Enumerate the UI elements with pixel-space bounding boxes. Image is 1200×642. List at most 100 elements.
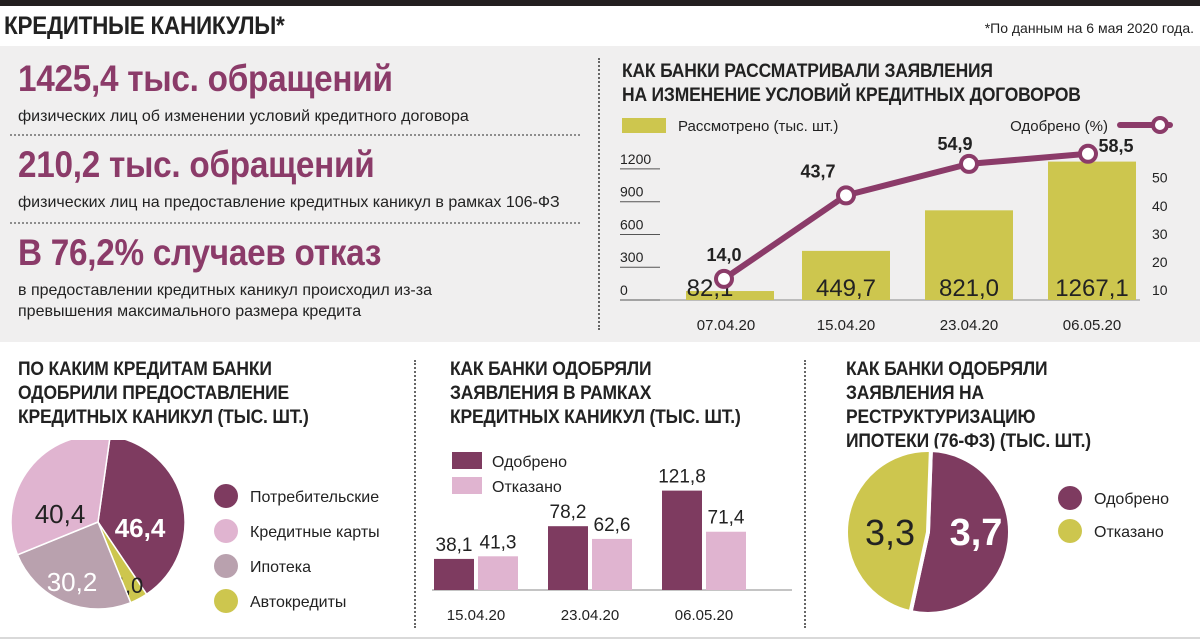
page-title: КРЕДИТНЫЕ КАНИКУЛЫ* xyxy=(4,12,285,40)
x-tick-label: 23.04.20 xyxy=(940,317,998,334)
stat-appeals-desc: физических лиц об изменении условий кред… xyxy=(18,108,469,125)
chart-mortgage-title-line: ЗАЯВЛЕНИЯ НА РЕСТРУКТУРИЗАЦИЮ xyxy=(846,383,1036,428)
left-tick-label: 600 xyxy=(620,216,644,232)
approved-point-label: 43,7 xyxy=(800,161,835,181)
chart-approval-title-line: ЗАЯВЛЕНИЯ В РАМКАХ xyxy=(450,383,652,404)
left-tick-label: 300 xyxy=(620,249,644,265)
approval-legend-swatch xyxy=(452,477,482,494)
x-tick-label: 06.05.20 xyxy=(1063,317,1121,334)
reviewed-bar-label: 449,7 xyxy=(816,275,876,302)
approval-bar xyxy=(706,531,746,590)
reviewed-bar xyxy=(802,250,890,300)
approval-bar-label: 121,8 xyxy=(658,467,706,488)
loan-slice-label: 40,4 xyxy=(35,499,86,529)
approval-x-label: 15.04.20 xyxy=(447,607,505,624)
loan-slice xyxy=(97,440,186,596)
approved-point xyxy=(1078,143,1098,164)
reviewed-bar xyxy=(686,291,774,300)
vertical-separator xyxy=(414,360,416,628)
vertical-separator xyxy=(804,360,806,628)
chart-loan-types-title: ПО КАКИМ КРЕДИТАМ БАНКИ ОДОБРИЛИ ПРЕДОСТ… xyxy=(18,358,309,430)
loan-slice-label: 30,2 xyxy=(47,567,98,597)
approved-line xyxy=(722,150,1089,282)
right-tick-label: 20 xyxy=(1152,254,1168,270)
approval-bar-label: 38,1 xyxy=(436,535,473,556)
approval-bar-label: 71,4 xyxy=(708,508,745,529)
legend-label-reviewed: Рассмотрено (тыс. шт.) xyxy=(678,118,838,135)
mortgage-legend-marker xyxy=(1058,486,1082,510)
approval-bar-chart: Одобрено Отказано 38,1 41,3 15.04.20 78,2 62,6… xyxy=(432,452,792,624)
bottom-rule xyxy=(0,637,1200,639)
mortgage-pie-chart: 3,7 3,3 Одобрено Отказано xyxy=(844,447,1169,616)
chart-mortgage-title-line: ИПОТЕКИ (76-ФЗ) (ТЫС. ШТ.) xyxy=(846,431,1091,452)
mortgage-slice xyxy=(908,447,1012,616)
left-tick-label: 1200 xyxy=(620,151,651,167)
chart-loan-types-title-line: КРЕДИТНЫХ КАНИКУЛ (ТЫС. ШТ.) xyxy=(18,407,309,428)
stat-separator xyxy=(10,222,580,224)
chart-loan-types-title-line: ПО КАКИМ КРЕДИТАМ БАНКИ xyxy=(18,359,272,380)
right-tick-label: 30 xyxy=(1152,226,1168,242)
stat-separator xyxy=(10,134,580,136)
loan-legend-label: Автокредиты xyxy=(250,594,346,611)
loan-types-pie-chart: 46,44,030,240,4ПотребительскиеКредитные … xyxy=(10,440,380,613)
right-tick-label: 50 xyxy=(1152,170,1168,186)
approval-bar xyxy=(592,538,632,590)
approval-x-label: 23.04.20 xyxy=(561,607,619,624)
approved-point xyxy=(714,268,734,289)
approved-point xyxy=(959,153,979,174)
reviewed-bar-label: 821,0 xyxy=(939,275,999,302)
approval-bar-label: 78,2 xyxy=(550,502,587,523)
approval-x-label: 06.05.20 xyxy=(675,607,733,624)
vertical-separator xyxy=(598,58,600,330)
mortgage-slice-label: 3,7 xyxy=(950,512,1003,554)
legend-marker-approved xyxy=(1151,116,1169,134)
approved-point-label: 14,0 xyxy=(706,245,741,265)
stat-refusal-value: В 76,2% случаев отказ xyxy=(18,232,382,273)
approval-legend-label: Одобрено xyxy=(492,454,567,471)
chart-approval-title: КАК БАНКИ ОДОБРЯЛИ ЗАЯВЛЕНИЯ В РАМКАХ КР… xyxy=(450,358,741,430)
mortgage-slice-label: 3,3 xyxy=(865,512,915,553)
loan-legend-marker xyxy=(214,554,238,578)
chart-approval-title-line: КАК БАНКИ ОДОБРЯЛИ xyxy=(450,359,652,380)
mortgage-legend-label: Отказано xyxy=(1094,524,1164,541)
reviewed-bar-label: 1267,1 xyxy=(1055,275,1128,302)
x-tick-label: 15.04.20 xyxy=(817,317,875,334)
loan-slice xyxy=(10,440,111,556)
reviewed-bar xyxy=(925,210,1013,300)
review-combo-chart: Рассмотрено (тыс. шт.) Одобрено (%) 0 300 60… xyxy=(620,116,1173,334)
approved-point-label: 54,9 xyxy=(937,134,972,154)
legend-swatch-reviewed xyxy=(622,118,666,133)
chart-approval-title-line: КРЕДИТНЫХ КАНИКУЛ (ТЫС. ШТ.) xyxy=(450,407,741,428)
mortgage-legend-marker xyxy=(1058,519,1082,543)
loan-legend-label: Ипотека xyxy=(250,559,311,576)
loan-legend-marker xyxy=(214,589,238,613)
top-rule xyxy=(0,0,1200,6)
chart-review-title-line: НА ИЗМЕНЕНИЕ УСЛОВИЙ КРЕДИТНЫХ ДОГОВОРОВ xyxy=(622,85,1081,106)
legend-label-approved: Одобрено (%) xyxy=(1010,118,1108,135)
footnote: *По данным на 6 мая 2020 года. xyxy=(984,20,1194,36)
reviewed-bar xyxy=(1048,161,1136,300)
approved-point-label: 58,5 xyxy=(1098,136,1133,156)
loan-legend-label: Потребительские xyxy=(250,489,379,506)
approval-bar xyxy=(548,526,588,590)
right-tick-label: 10 xyxy=(1152,282,1168,298)
chart-mortgage-title-line: КАК БАНКИ ОДОБРЯЛИ xyxy=(846,359,1048,380)
left-tick-label: 0 xyxy=(620,282,628,298)
loan-slice-label: 46,4 xyxy=(115,513,166,543)
approval-legend-swatch xyxy=(452,452,482,469)
mortgage-legend-label: Одобрено xyxy=(1094,491,1169,508)
chart-review-title: КАК БАНКИ РАССМАТРИВАЛИ ЗАЯВЛЕНИЯ НА ИЗМ… xyxy=(622,60,1081,108)
approval-legend-label: Отказано xyxy=(492,479,562,496)
loan-legend-label: Кредитные карты xyxy=(250,524,380,541)
chart-loan-types-title-line: ОДОБРИЛИ ПРЕДОСТАВЛЕНИЕ xyxy=(18,383,289,404)
chart-mortgage-title: КАК БАНКИ ОДОБРЯЛИ ЗАЯВЛЕНИЯ НА РЕСТРУКТ… xyxy=(846,358,1172,454)
approval-bar xyxy=(478,556,518,590)
x-tick-label: 07.04.20 xyxy=(697,317,755,334)
loan-legend-marker xyxy=(214,484,238,508)
chart-review-title-line: КАК БАНКИ РАССМАТРИВАЛИ ЗАЯВЛЕНИЯ xyxy=(622,61,993,82)
loan-legend-marker xyxy=(214,519,238,543)
stat-refusal-desc: в предоставлении кредитных каникул проис… xyxy=(18,282,432,320)
approval-bar xyxy=(434,558,474,590)
approved-point xyxy=(836,185,856,206)
right-tick-label: 40 xyxy=(1152,198,1168,214)
